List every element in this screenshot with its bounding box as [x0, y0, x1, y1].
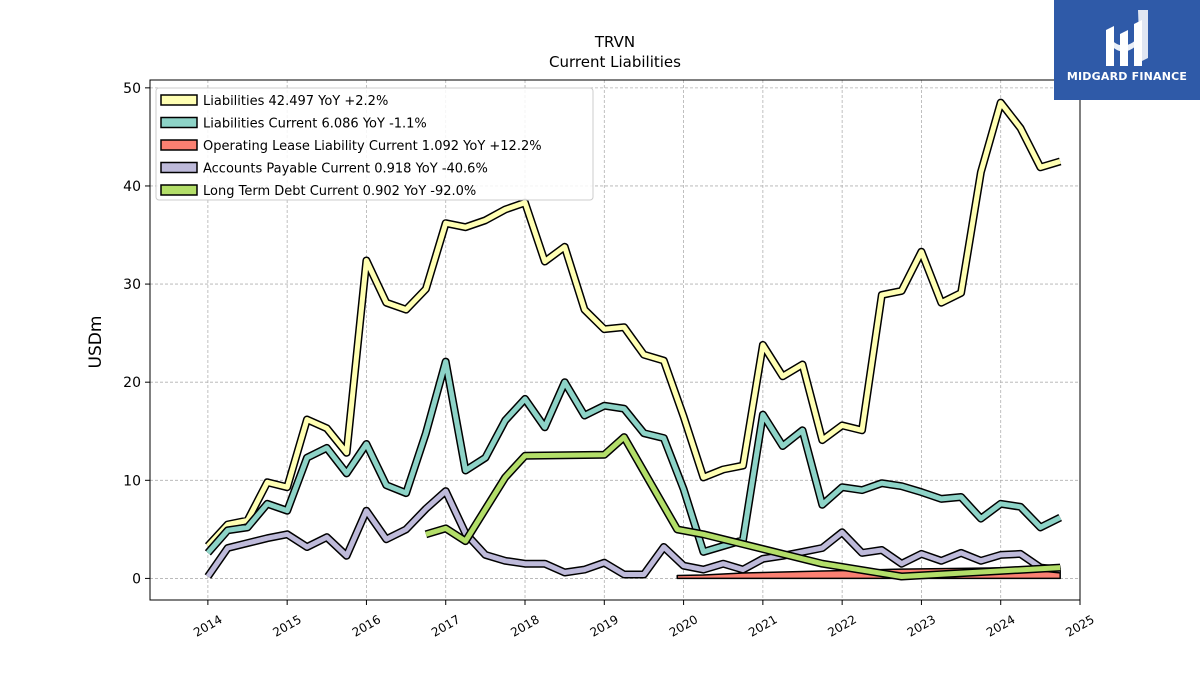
- x-tick-label: 2025: [1063, 612, 1096, 639]
- series-line: [206, 100, 1061, 548]
- legend-label: Long Term Debt Current 0.902 YoY -92.0%: [203, 184, 476, 199]
- legend-swatch: [160, 139, 198, 151]
- x-tick-label: 2019: [588, 612, 621, 639]
- y-tick-label: 20: [123, 375, 141, 391]
- y-tick-label: 40: [123, 179, 141, 195]
- brand-mark-icon: [1106, 10, 1148, 66]
- brand-logo: MIDGARD FINANCE: [1054, 0, 1200, 100]
- y-tick-label: 30: [123, 277, 141, 293]
- series-line: [206, 359, 1062, 555]
- x-tick-label: 2014: [191, 612, 224, 639]
- legend-label: Liabilities Current 6.086 YoY -1.1%: [203, 117, 427, 132]
- legend: Liabilities 42.497 YoY +2.2% Liabilities …: [155, 87, 594, 201]
- series-layer: [204, 98, 1062, 581]
- x-tick-label: 2023: [905, 612, 938, 639]
- y-tick-label: 0: [132, 571, 141, 587]
- legend-label: Operating Lease Liability Current 1.092 …: [203, 139, 542, 154]
- series-line: [425, 434, 1061, 579]
- chart-title: TRVN: [594, 33, 635, 51]
- legend-swatch: [160, 184, 198, 196]
- y-tick-label: 10: [123, 473, 141, 489]
- plot-area: [149, 79, 1081, 601]
- chart-subtitle: Current Liabilities: [549, 53, 681, 71]
- x-tick-label: 2020: [667, 612, 700, 639]
- x-tick-label: 2022: [825, 612, 858, 639]
- series-4: [424, 433, 1061, 581]
- legend-label: Liabilities 42.497 YoY +2.2%: [203, 94, 388, 109]
- x-tick-label: 2021: [746, 612, 779, 639]
- y-axis-label: USDm: [86, 316, 106, 369]
- x-tick-label: 2018: [508, 612, 541, 639]
- brand-name: MIDGARD FINANCE: [1066, 70, 1188, 83]
- legend-swatch: [160, 116, 198, 129]
- x-tick-label: 2017: [429, 612, 462, 639]
- series-line-outline: [204, 487, 1061, 579]
- legend-label: Accounts Payable Current 0.918 YoY -40.6…: [203, 162, 488, 177]
- series-0: [204, 98, 1062, 549]
- x-tick-label: 2016: [350, 612, 383, 639]
- legend-swatch: [160, 94, 198, 106]
- series-3: [204, 487, 1061, 579]
- x-tick-label: 2015: [270, 612, 303, 639]
- legend-box: [155, 87, 594, 201]
- legend-swatch: [160, 161, 198, 174]
- series-line: [205, 488, 1061, 578]
- series-1: [204, 357, 1062, 556]
- x-tick-label: 2024: [984, 612, 1017, 639]
- y-tick-label: 50: [123, 81, 141, 97]
